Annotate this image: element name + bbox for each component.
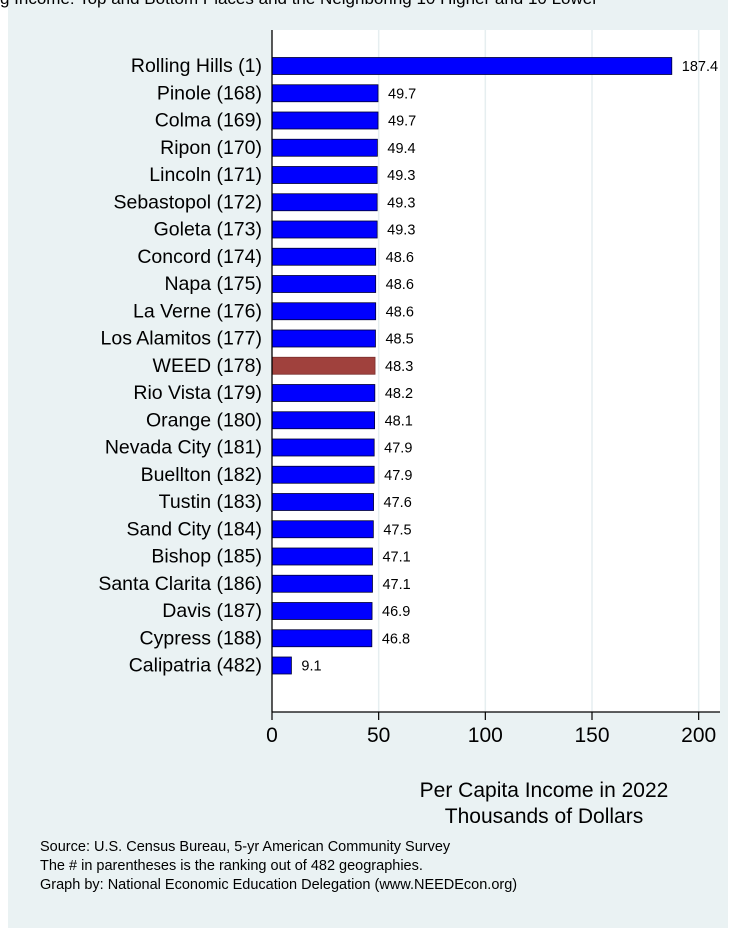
bar bbox=[271, 384, 376, 402]
credit-note: Graph by: National Economic Education De… bbox=[40, 877, 518, 893]
value-label: 47.6 bbox=[384, 495, 412, 511]
category-label: Los Alamitos (177) bbox=[101, 328, 263, 350]
value-label: 49.3 bbox=[387, 168, 415, 184]
bar bbox=[271, 247, 377, 266]
category-label: Buellton (182) bbox=[141, 464, 262, 486]
bar bbox=[271, 493, 374, 511]
value-label: 187.4 bbox=[682, 59, 718, 75]
category-label: Bishop (185) bbox=[151, 546, 262, 568]
bar bbox=[271, 57, 673, 75]
bar bbox=[271, 438, 375, 457]
bar bbox=[271, 520, 374, 539]
value-label: 47.1 bbox=[382, 577, 410, 593]
value-label: 47.9 bbox=[384, 468, 412, 484]
source-note: Source: U.S. Census Bureau, 5-yr America… bbox=[40, 839, 451, 855]
value-label: 47.5 bbox=[383, 522, 411, 538]
category-label: Santa Clarita (186) bbox=[98, 573, 262, 595]
category-label: WEED (178) bbox=[153, 355, 262, 377]
x-axis-title-line-2: Thousands of Dollars bbox=[445, 805, 643, 828]
value-label: 48.6 bbox=[386, 277, 414, 293]
bar bbox=[271, 302, 377, 321]
value-label: 48.3 bbox=[385, 359, 413, 375]
bar-chart: Rolling Hills (1) 187.4 Pinole (168) 49.7 Co… bbox=[98, 30, 720, 828]
category-label: Tustin (183) bbox=[159, 491, 262, 513]
category-label: Davis (187) bbox=[162, 600, 262, 622]
value-label: 49.4 bbox=[387, 141, 415, 157]
category-label: Nevada City (181) bbox=[105, 437, 262, 459]
bar bbox=[271, 547, 373, 566]
value-label: 49.7 bbox=[388, 114, 416, 130]
bar bbox=[271, 574, 373, 593]
category-label: Lincoln (171) bbox=[149, 164, 262, 186]
category-label: Pinole (168) bbox=[157, 82, 262, 104]
bar bbox=[271, 84, 379, 103]
bar bbox=[271, 465, 375, 484]
value-label: 47.9 bbox=[384, 441, 412, 457]
value-label: 48.6 bbox=[386, 304, 414, 320]
bar bbox=[271, 138, 378, 157]
category-label: Orange (180) bbox=[146, 409, 262, 431]
bar bbox=[271, 166, 378, 184]
bar bbox=[271, 193, 378, 212]
bar bbox=[271, 411, 376, 430]
bar bbox=[271, 275, 377, 293]
value-label: 47.1 bbox=[382, 550, 410, 566]
category-label: Goleta (173) bbox=[154, 219, 262, 241]
value-label: 48.2 bbox=[385, 386, 413, 402]
category-label: Calipatria (482) bbox=[129, 655, 262, 677]
x-tick-label: 150 bbox=[574, 724, 609, 747]
category-label: Colma (169) bbox=[155, 110, 262, 132]
value-label: 48.6 bbox=[386, 250, 414, 266]
x-tick-label: 50 bbox=[367, 724, 390, 747]
category-label: Ripon (170) bbox=[160, 137, 262, 159]
category-label: Rolling Hills (1) bbox=[131, 55, 262, 77]
category-label: Sand City (184) bbox=[127, 518, 262, 540]
x-tick-label: 200 bbox=[681, 724, 716, 747]
value-label: 48.1 bbox=[385, 413, 413, 429]
x-tick-label: 100 bbox=[468, 724, 503, 747]
category-label: La Verne (176) bbox=[133, 300, 262, 322]
category-label: Rio Vista (179) bbox=[133, 382, 262, 404]
value-label: 49.3 bbox=[387, 195, 415, 211]
value-label: 48.5 bbox=[385, 332, 413, 348]
x-axis-title-line-1: Per Capita Income in 2022 bbox=[420, 779, 669, 802]
chart-title-fragment: g Income: Top and Bottom Places and the … bbox=[0, 0, 735, 9]
bar bbox=[271, 220, 378, 239]
bar bbox=[271, 329, 376, 348]
category-label: Cypress (188) bbox=[140, 627, 262, 649]
x-tick-label: 0 bbox=[266, 724, 278, 747]
value-label: 9.1 bbox=[301, 659, 321, 675]
bar bbox=[271, 629, 373, 648]
bar bbox=[271, 602, 373, 620]
bar bbox=[271, 656, 292, 675]
category-label: Concord (174) bbox=[137, 246, 262, 268]
value-label: 49.3 bbox=[387, 223, 415, 239]
ranking-note: The # in parentheses is the ranking out … bbox=[40, 858, 423, 874]
value-label: 49.7 bbox=[388, 86, 416, 102]
value-label: 46.8 bbox=[382, 631, 410, 647]
chart-notes: Source: U.S. Census Bureau, 5-yr America… bbox=[40, 838, 517, 895]
bar-highlight bbox=[271, 356, 376, 375]
category-label: Sebastopol (172) bbox=[113, 191, 262, 213]
category-label: Napa (175) bbox=[164, 273, 262, 295]
value-label: 46.9 bbox=[382, 604, 410, 620]
bar bbox=[271, 111, 379, 130]
